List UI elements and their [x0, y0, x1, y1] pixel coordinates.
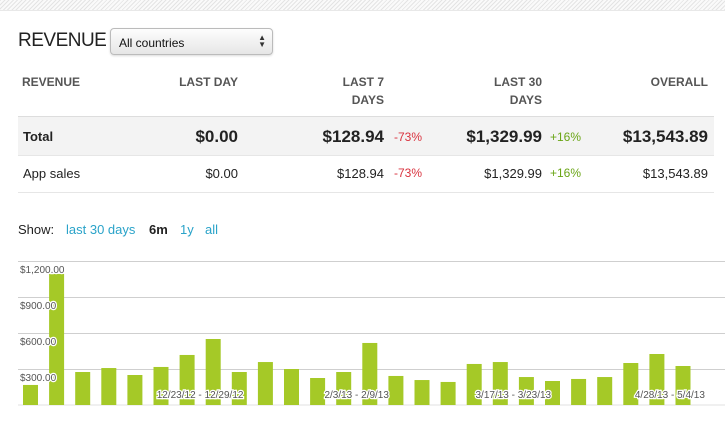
table-row-app-sales: App sales $0.00 $128.94 -73% $1,329.99 +… [18, 155, 714, 193]
select-arrows-icon: ▲ ▼ [258, 33, 266, 49]
bar [518, 377, 534, 405]
x-tick-label: 12/23/12 - 12/29/12 [157, 390, 244, 401]
bar [49, 273, 65, 405]
range-all[interactable]: all [205, 222, 219, 237]
bar [310, 378, 326, 405]
bar [492, 362, 508, 405]
x-tick-label: 4/28/13 - 5/4/13 [635, 390, 705, 401]
bar [23, 384, 38, 405]
bar [440, 381, 456, 405]
country-select[interactable]: All countries ▲ ▼ [110, 28, 273, 55]
col-header-text: DAYS [351, 93, 384, 107]
bar [362, 342, 378, 405]
last-day-value: $0.00 [195, 127, 238, 146]
y-tick-label: $600.00 [20, 337, 57, 348]
top-hatch-band [0, 0, 725, 11]
bar [153, 366, 169, 405]
range-last-30-days[interactable]: last 30 days [66, 222, 136, 237]
y-tick-label: $900.00 [20, 301, 57, 312]
bar [257, 362, 273, 405]
bar [75, 372, 91, 405]
row-label: Total [23, 129, 54, 144]
bar [675, 366, 691, 405]
x-tick-label: 3/17/13 - 3/23/13 [475, 390, 551, 401]
last-30-value: $1,329.99 [484, 166, 542, 181]
last-30-change: +16% [550, 166, 582, 180]
bar [545, 381, 560, 405]
col-header-text: DAYS [509, 93, 542, 107]
bar [571, 378, 587, 405]
show-label: Show: [18, 222, 55, 237]
last-7-value: $128.94 [337, 166, 384, 181]
bar [127, 375, 143, 405]
col-header-last-30: LAST 30 DAYS [494, 73, 542, 109]
bar [597, 377, 613, 405]
col-header-overall: OVERALL [650, 75, 708, 89]
last-7-change: -73% [394, 166, 423, 180]
range-6m[interactable]: 6m [149, 222, 168, 237]
bar [649, 354, 665, 405]
bar [388, 375, 404, 405]
col-header-last-7: LAST 7 DAYS [343, 73, 384, 109]
bar [231, 372, 247, 405]
bar [284, 369, 299, 405]
bar [466, 363, 482, 405]
y-tick-label: $300.00 [20, 373, 57, 384]
bar [414, 380, 430, 405]
table-row-total: Total $0.00 $128.94 -73% $1,329.99 +16% … [18, 116, 714, 156]
last-7-change: -73% [394, 130, 423, 144]
x-tick-label: 2/3/13 - 2/9/13 [324, 390, 389, 401]
last-30-value: $1,329.99 [466, 127, 542, 146]
bar [179, 354, 195, 405]
country-select-value: All countries [119, 36, 185, 50]
last-7-value: $128.94 [322, 127, 384, 146]
bar [205, 339, 221, 405]
last-30-change: +16% [550, 130, 582, 144]
col-header-revenue: REVENUE [22, 75, 81, 89]
bar [623, 363, 639, 405]
bar [101, 368, 117, 405]
bar [336, 372, 352, 405]
range-1y[interactable]: 1y [180, 222, 194, 237]
col-header-last-day: LAST DAY [179, 75, 238, 89]
overall-value: $13,543.89 [622, 127, 708, 146]
page-title: REVENUE [18, 30, 107, 51]
col-header-text: LAST 30 [493, 75, 542, 89]
y-tick-label: $1,200.00 [20, 265, 65, 276]
last-day-value: $0.00 [205, 166, 238, 181]
row-label: App sales [23, 166, 81, 181]
overall-value: $13,543.89 [642, 166, 708, 181]
col-header-text: LAST 7 [342, 75, 384, 89]
